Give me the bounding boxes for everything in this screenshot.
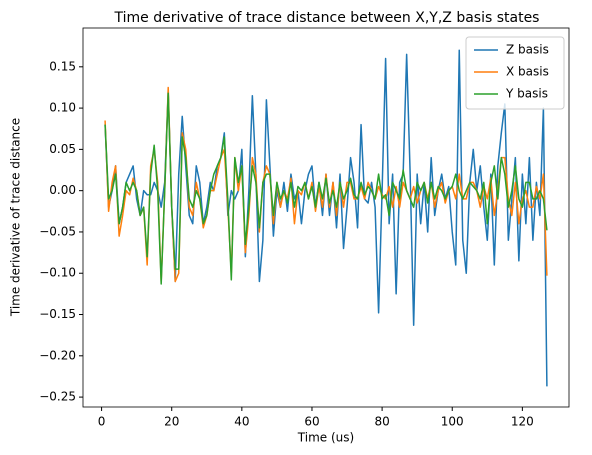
- x-tick-label: 20: [164, 415, 179, 429]
- legend-label: Z basis: [506, 43, 549, 57]
- y-tick-label: 0.15: [49, 59, 76, 73]
- y-tick-label: −0.15: [39, 307, 76, 321]
- x-tick-label: 60: [304, 415, 319, 429]
- y-tick-label: 0.05: [49, 142, 76, 156]
- y-tick-label: −0.20: [39, 348, 76, 362]
- legend-box: [465, 36, 565, 110]
- chart-title: Time derivative of trace distance betwee…: [114, 10, 540, 26]
- legend-label: Y basis: [505, 87, 548, 101]
- x-tick-label: 0: [98, 415, 106, 429]
- plot-frame: [82, 27, 570, 408]
- series-line: [104, 86, 548, 283]
- series-line: [104, 92, 548, 285]
- x-tick-label: 100: [441, 415, 464, 429]
- y-axis-label: Time derivative of trace distance: [9, 118, 23, 317]
- x-tick-label: 80: [374, 415, 389, 429]
- y-tick-label: 0.00: [49, 183, 76, 197]
- y-tick-label: −0.10: [39, 266, 76, 280]
- y-tick-label: −0.25: [39, 390, 76, 404]
- x-tick-label: 40: [234, 415, 249, 429]
- x-axis-label: Time (us): [297, 431, 354, 445]
- x-tick-label: 120: [511, 415, 534, 429]
- y-tick-label: −0.05: [39, 224, 76, 238]
- legend-label: X basis: [506, 65, 549, 79]
- y-tick-label: 0.10: [49, 101, 76, 115]
